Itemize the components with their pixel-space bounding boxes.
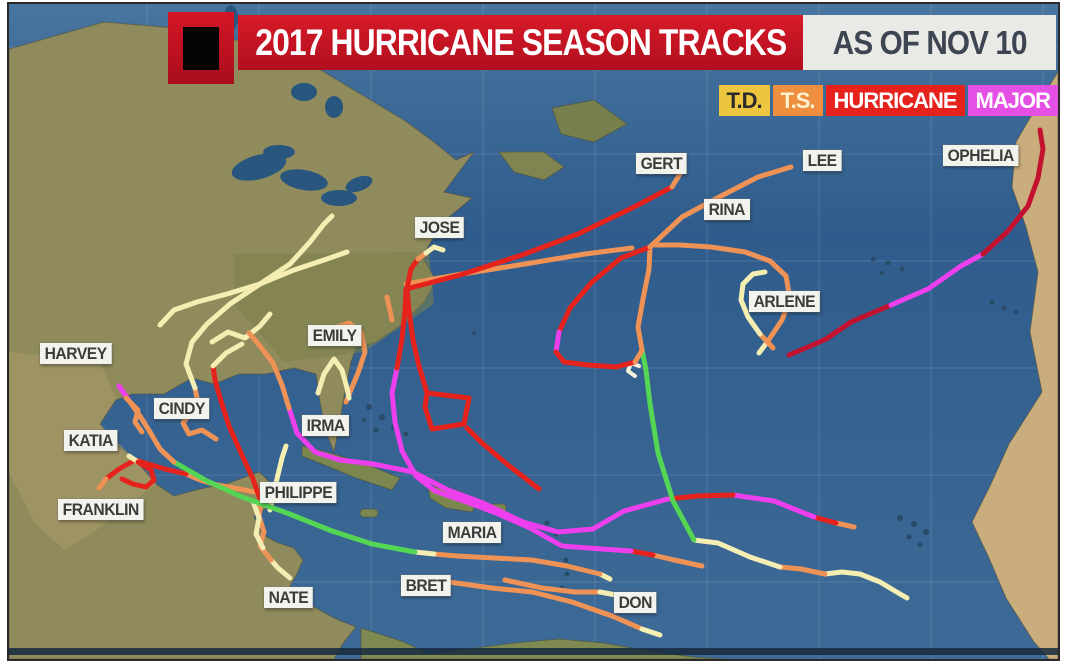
map-bottom-edge xyxy=(9,648,1058,655)
as-of-date-box: AS OF NOV 10 xyxy=(803,15,1056,70)
storm-tracks-layer xyxy=(96,127,1046,638)
legend-item-major: MAJOR xyxy=(967,85,1058,116)
track-harvey-segment-ts xyxy=(123,395,145,435)
track-lee-segment-ts xyxy=(777,564,828,577)
track-don xyxy=(502,577,619,598)
track-lee-segment-rem xyxy=(639,347,697,543)
track-maria-segment-maj xyxy=(389,365,634,554)
track-lee-segment-td xyxy=(691,537,783,570)
track-harvey-segment-rem xyxy=(171,459,418,555)
track-gert-segment-hur xyxy=(403,184,675,292)
track-nate xyxy=(210,341,293,581)
newfoundland xyxy=(551,99,628,143)
track-nate-segment-td xyxy=(268,557,293,581)
title-banner: 2017 HURRICANE SEASON TRACKS xyxy=(238,15,803,70)
track-jose-segment-ts xyxy=(384,294,395,323)
track-bret xyxy=(446,579,663,638)
track-jose-segment-td xyxy=(423,244,446,256)
page-title: 2017 HURRICANE SEASON TRACKS xyxy=(254,21,787,63)
network-logo xyxy=(168,12,234,84)
track-ophelia-segment-maj xyxy=(888,251,986,308)
legend-item-td: T.D. xyxy=(718,85,770,116)
track-jose-segment-hur xyxy=(464,425,542,492)
track-bret-segment-ts xyxy=(446,579,645,632)
track-don-segment-td xyxy=(597,589,619,598)
southeast-us-terrain xyxy=(234,252,434,362)
track-nate-segment-hur xyxy=(210,363,264,505)
track-maria-segment-ts xyxy=(650,552,705,569)
track-franklin-segment-ts xyxy=(96,476,109,491)
track-lee-segment-hur xyxy=(553,349,638,370)
track-lee-segment-ts xyxy=(647,164,794,250)
track-irma-segment-ts xyxy=(833,520,857,530)
track-irma-segment-hur xyxy=(665,492,736,502)
track-nate-segment-td xyxy=(251,501,266,551)
track-nate-segment-ts xyxy=(256,499,274,563)
track-don-segment-ts xyxy=(502,577,603,595)
track-cindy-segment-td xyxy=(183,249,350,391)
track-katia-segment-hur xyxy=(119,459,157,490)
track-irma xyxy=(246,330,857,535)
intensity-legend: T.D. T.S. HURRICANE MAJOR xyxy=(718,85,1058,116)
track-lee-segment-hur xyxy=(556,244,653,335)
track-rina-segment-ts xyxy=(652,242,793,344)
africa xyxy=(971,71,1058,659)
track-bret-segment-td xyxy=(639,626,663,638)
track-jose-segment-hur xyxy=(422,390,472,432)
track-irma-segment-hur xyxy=(811,514,839,526)
legend-item-hurricane: HURRICANE xyxy=(825,85,965,116)
track-lee-segment-td xyxy=(822,569,910,601)
track-ophelia-segment-oph xyxy=(786,302,894,358)
track-ophelia xyxy=(786,127,1046,358)
track-arlene-segment-ts xyxy=(757,331,776,351)
track-harvey-segment-td xyxy=(157,213,335,328)
track-jose-segment-hur xyxy=(404,256,430,396)
track-arlene-segment-td xyxy=(738,269,768,337)
track-irma-segment-maj xyxy=(286,405,671,535)
track-maria-segment-hur xyxy=(628,548,656,558)
network-logo-square-icon xyxy=(183,26,219,70)
track-katia xyxy=(119,453,157,490)
track-emily-segment-td xyxy=(315,356,352,401)
track-nate-segment-td xyxy=(210,341,245,369)
track-lee xyxy=(553,164,910,601)
track-arlene xyxy=(738,269,776,351)
track-ophelia-segment-oph xyxy=(980,127,1046,257)
as-of-date: AS OF NOV 10 xyxy=(832,23,1028,61)
track-lee-segment-maj xyxy=(553,329,562,355)
track-maria xyxy=(389,287,705,569)
jamaica xyxy=(359,508,379,518)
legend-item-ts: T.S. xyxy=(772,85,823,116)
track-lee-segment-ts xyxy=(635,244,653,353)
track-harvey-segment-td xyxy=(412,549,437,557)
track-maria-segment-hur xyxy=(394,287,409,371)
track-harvey-segment-ts xyxy=(431,551,603,577)
track-irma-segment-maj xyxy=(730,492,817,520)
track-franklin-segment-hur xyxy=(103,457,138,482)
track-harvey xyxy=(116,213,613,582)
track-lee-segment-ts xyxy=(632,347,645,365)
track-irma-segment-ts xyxy=(246,330,292,411)
nova-scotia xyxy=(498,151,565,181)
track-cindy-segment-td xyxy=(209,311,273,345)
